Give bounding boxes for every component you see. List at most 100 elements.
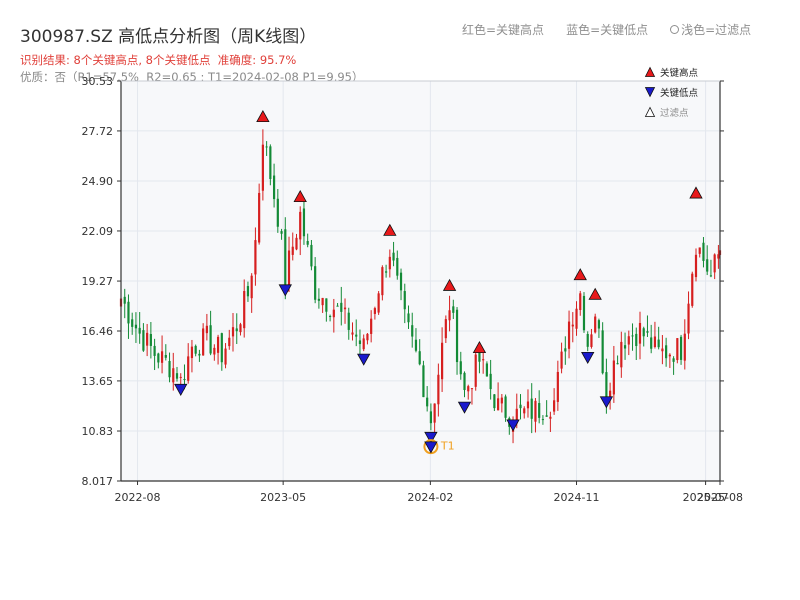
candle-body [448, 310, 451, 321]
candle [384, 264, 388, 278]
candle-body [205, 325, 208, 334]
candle [254, 227, 257, 286]
candle-body [594, 316, 597, 333]
candle [321, 297, 324, 313]
candle [530, 383, 533, 434]
candle [482, 352, 485, 374]
candle [642, 326, 645, 347]
candle-body [582, 295, 586, 331]
candle [164, 344, 167, 361]
candle-body [601, 330, 604, 374]
candle [261, 129, 264, 201]
candle [564, 336, 567, 365]
candle [698, 247, 701, 258]
candle [713, 253, 716, 280]
candle-body [441, 342, 444, 380]
x-tick-label: 2025-07 [683, 491, 729, 504]
candle-body [623, 345, 627, 349]
candle-body [463, 372, 466, 391]
candle [220, 332, 223, 371]
candle [470, 388, 474, 405]
candle-body [426, 397, 429, 407]
key-low-marker [174, 383, 188, 396]
candle-body [575, 308, 578, 329]
candle [377, 291, 380, 315]
candle [545, 400, 548, 417]
candle [414, 328, 418, 353]
candle-body [388, 256, 391, 270]
candle [202, 323, 205, 356]
candle-body [220, 333, 223, 363]
candle [317, 288, 320, 309]
candle [280, 228, 283, 240]
candle-body [530, 398, 533, 419]
candle-body [470, 388, 474, 390]
candle [228, 329, 231, 350]
candle [661, 335, 664, 365]
candle-body [709, 275, 713, 277]
candle [444, 315, 447, 343]
key-high-marker [293, 189, 307, 202]
y-tick-label: 10.83 [82, 425, 114, 438]
candle [258, 183, 261, 245]
candle-body [216, 336, 220, 353]
candle-body [579, 293, 582, 311]
candle-body [149, 333, 152, 346]
candle [205, 313, 208, 341]
candle-body [202, 328, 205, 356]
chart-title: 300987.SZ 高低点分析图（周K线图） [20, 27, 317, 47]
candle [142, 323, 145, 352]
candle [485, 361, 489, 377]
candle-body [631, 335, 634, 337]
candle-body [571, 324, 574, 327]
candle-body [358, 340, 362, 345]
candle-body [127, 301, 130, 324]
candle-body [366, 333, 369, 341]
candle [231, 312, 235, 352]
candle-body [343, 307, 347, 310]
candle [567, 310, 571, 359]
candle-body [638, 322, 642, 344]
candle-body [172, 368, 175, 383]
candle [676, 338, 679, 364]
candle [403, 283, 406, 324]
candle-body [325, 298, 328, 312]
candle-body [231, 327, 235, 337]
candle-body [444, 319, 447, 339]
top-legend-red: 红色=关键高点 [462, 23, 545, 37]
y-tick-label: 16.46 [82, 325, 114, 338]
legend-label-2: 过滤点 [660, 107, 689, 119]
candle [239, 322, 242, 336]
candle [310, 239, 313, 271]
candle-body [545, 415, 548, 417]
candle-body [534, 400, 537, 422]
candle [683, 319, 686, 370]
candle [172, 352, 175, 391]
key-high-marker [442, 278, 457, 291]
candle [575, 301, 578, 336]
candle-body [668, 354, 671, 357]
candle [609, 382, 612, 410]
candle-body [538, 403, 541, 418]
candle [489, 359, 492, 400]
candle [429, 403, 433, 431]
candle [269, 144, 272, 186]
candle-body [403, 291, 406, 310]
candle-body [373, 308, 376, 314]
candle-body [612, 360, 615, 395]
candle-body [362, 338, 365, 350]
candle-body [694, 254, 698, 278]
candle [620, 331, 623, 378]
candle-body [429, 411, 433, 424]
candle [243, 279, 246, 338]
candle-body [590, 334, 593, 347]
candle [504, 394, 507, 422]
candle [175, 366, 179, 382]
candle [455, 307, 459, 375]
candle [160, 335, 164, 374]
result-summary: 识别结果: 8个关键高点, 8个关键低点 准确度: 95.7% [20, 53, 297, 67]
candle [370, 310, 373, 343]
candle [635, 327, 638, 361]
candle-body [414, 339, 418, 351]
